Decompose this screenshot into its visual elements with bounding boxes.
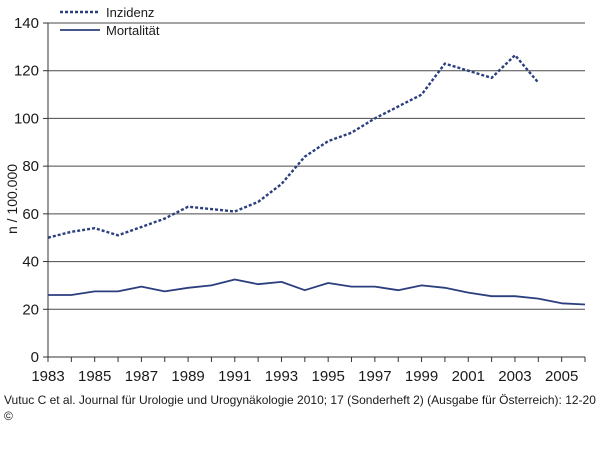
series-lines — [47, 54, 586, 306]
x-tick-label: 1991 — [218, 368, 251, 385]
legend: Inzidenz Mortalität — [60, 5, 160, 38]
legend-label: Mortalität — [106, 23, 160, 38]
x-tick-label: 1997 — [358, 368, 391, 385]
series-line-inzidenz — [47, 54, 540, 239]
x-tick-label: 1983 — [31, 368, 64, 385]
x-tick-label: 1995 — [311, 368, 344, 385]
line-chart: 0 20 40 60 80 100 120 140 1983 1985 1987 1989 1991 19… — [4, 5, 586, 385]
citation-text: Vutuc C et al. Journal für Urologie und … — [4, 393, 596, 423]
x-tick-label: 1985 — [78, 368, 111, 385]
y-tick-label: 0 — [31, 349, 39, 366]
x-tick-label: 1989 — [171, 368, 204, 385]
x-tick-label: 2001 — [452, 368, 485, 385]
x-tick-label: 1999 — [405, 368, 438, 385]
y-tick-label: 140 — [14, 15, 39, 32]
y-tick-label: 40 — [22, 254, 39, 271]
series-line-mortalitaet — [48, 278, 586, 306]
legend-label: Inzidenz — [106, 5, 154, 20]
tick-labels: 0 20 40 60 80 100 120 140 1983 1985 1987 1989 1991 19… — [14, 15, 578, 385]
y-tick-label: 60 — [22, 206, 39, 223]
x-tick-label: 1987 — [125, 368, 158, 385]
y-tick-label: 120 — [14, 63, 39, 80]
y-tick-label: 80 — [22, 158, 39, 175]
y-axis-label: n / 100.000 — [4, 164, 20, 234]
x-tick-label: 1993 — [265, 368, 298, 385]
y-tick-label: 20 — [22, 301, 39, 318]
y-tick-label: 100 — [14, 110, 39, 127]
x-tick-label: 2003 — [498, 368, 531, 385]
axes — [43, 22, 586, 362]
grid-lines — [48, 22, 585, 310]
x-tick-label: 2005 — [545, 368, 578, 385]
